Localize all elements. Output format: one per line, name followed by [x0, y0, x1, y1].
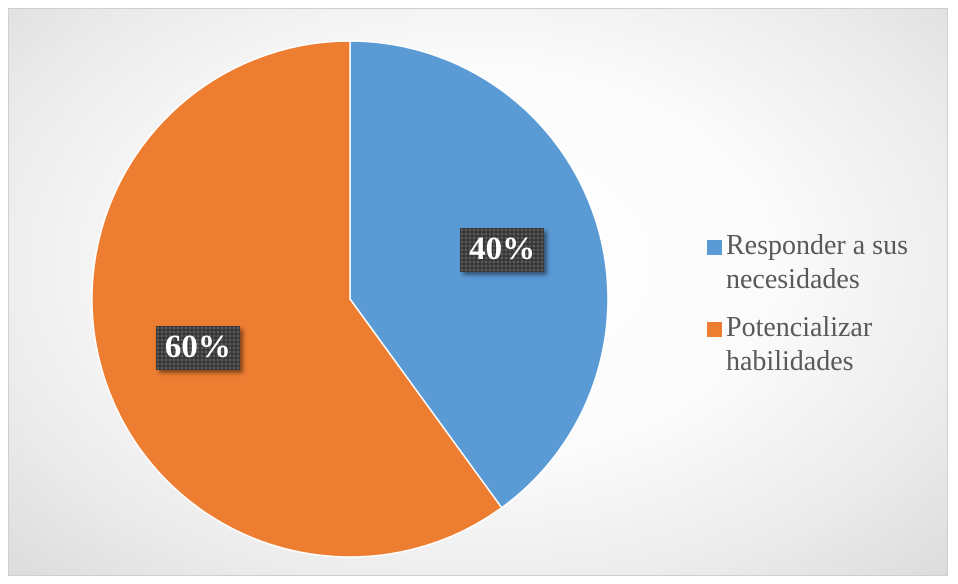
legend-item-potencializar: Potencializar habilidades [707, 311, 947, 379]
legend-swatch-orange [707, 322, 722, 337]
pie-slice-responder [349, 40, 609, 509]
data-label-potencializar: 60% [156, 326, 240, 370]
legend-label-line1: Responder a sus [726, 230, 908, 261]
legend-label-line1: Potencializar [726, 312, 873, 343]
legend-label-line2: habilidades [726, 346, 854, 377]
legend-label-line2: necesidades [726, 264, 860, 295]
data-label-responder: 40% [460, 228, 544, 272]
pie-slice-potencializar [91, 40, 503, 558]
chart-area: 40% 60% Responder a sus necesidades Poten… [8, 8, 948, 576]
legend-item-responder: Responder a sus necesidades [707, 229, 947, 297]
legend-swatch-blue [707, 240, 722, 255]
legend: Responder a sus necesidades Potencializa… [707, 229, 947, 393]
pie-chart [91, 40, 609, 558]
